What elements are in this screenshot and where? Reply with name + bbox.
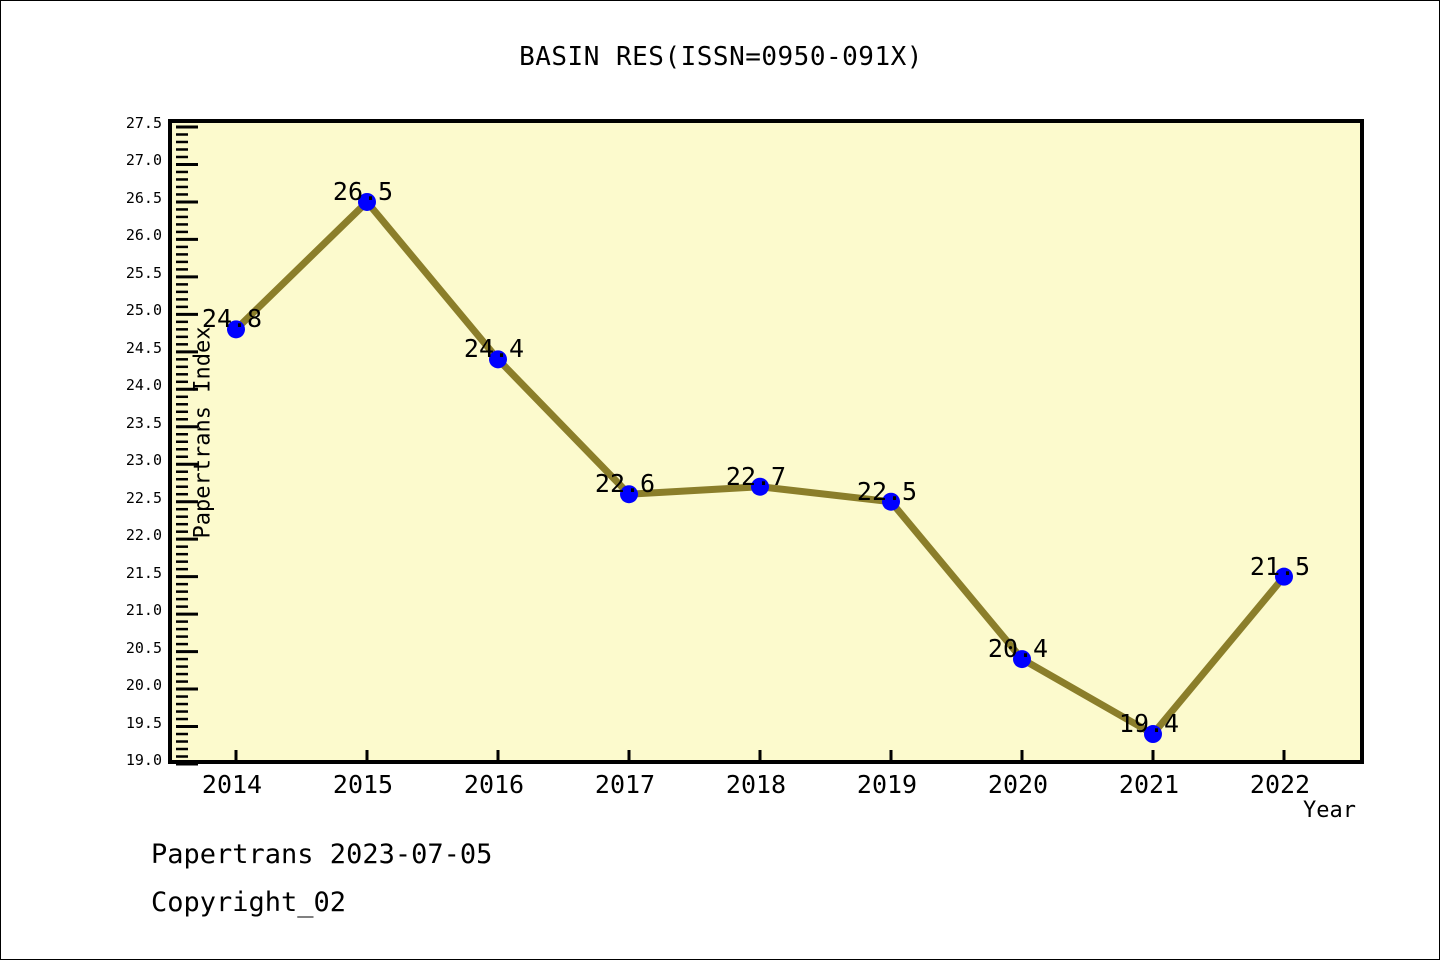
x-axis-label: Year (1303, 798, 1356, 823)
data-point-value-label: 20.4 (987, 634, 1049, 664)
y-axis-tick-label: 22.0 (125, 526, 162, 545)
data-point-marker[interactable] (620, 485, 638, 504)
footer-copyright: Copyright_02 (151, 887, 347, 918)
y-axis-tick-label: 26.0 (125, 226, 162, 245)
y-axis-tick-label: 20.0 (125, 676, 162, 695)
x-axis-tick-label: 2019 (856, 770, 918, 799)
x-axis-tick-label: 2020 (987, 770, 1049, 799)
y-axis-tick-label: 21.5 (125, 563, 162, 582)
data-point-value-label: 24.8 (201, 304, 263, 334)
data-point-marker[interactable] (1013, 650, 1031, 669)
data-point-marker[interactable] (489, 350, 507, 369)
line-chart-svg (176, 125, 1293, 766)
y-axis-ticks (176, 125, 198, 766)
x-axis-ticks (234, 750, 1286, 764)
footer-date: Papertrans 2023-07-05 (151, 839, 493, 870)
y-axis-tick-label: 23.0 (125, 451, 162, 470)
y-axis-tick-labels: 19.0 19.5 20.0 20.5 21.0 21.5 22.0 22.5 23.0 23.5… (118, 114, 162, 769)
data-point-value-label: 22.7 (725, 461, 787, 491)
data-point-marker[interactable] (751, 477, 769, 496)
plot-area: Papertrans Index (168, 119, 1364, 766)
y-axis-tick-label: 24.0 (125, 376, 162, 395)
y-axis-tick-label: 25.0 (125, 301, 162, 320)
y-axis-tick-label: 20.5 (125, 638, 162, 657)
x-axis-tick-label: 2015 (332, 770, 394, 799)
x-axis-tick-label: 2021 (1118, 770, 1180, 799)
data-point-value-label: 22.6 (594, 469, 656, 499)
y-axis-label: Papertrans Index (190, 326, 216, 539)
y-axis-tick-label: 23.5 (125, 413, 162, 432)
data-point-value-label: 26.5 (332, 176, 394, 206)
data-point-marker[interactable] (882, 492, 900, 511)
y-axis-tick-label: 27.5 (125, 114, 162, 132)
data-point-marker[interactable] (358, 192, 376, 211)
y-axis-tick-label: 25.5 (125, 263, 162, 282)
y-axis-tick-label: 27.0 (125, 151, 162, 170)
y-axis-tick-label: 19.0 (125, 751, 162, 769)
data-point-value-label: 24.4 (463, 334, 525, 364)
y-axis-tick-label: 21.0 (125, 601, 162, 620)
y-axis-tick-label: 24.5 (125, 338, 162, 357)
y-axis-tick-label: 26.5 (125, 188, 162, 207)
y-axis-tick-label: 19.5 (125, 713, 162, 732)
data-point-value-label: 19.4 (1118, 709, 1180, 739)
x-axis-tick-label: 2014 (201, 770, 263, 799)
chart-title: BASIN RES(ISSN=0950-091X) (519, 42, 923, 72)
y-axis-tick-label: 22.5 (125, 488, 162, 507)
x-axis-tick-label: 2018 (725, 770, 787, 799)
x-axis-tick-label: 2022 (1249, 770, 1311, 799)
x-axis-tick-label: 2017 (594, 770, 656, 799)
data-point-value-label: 21.5 (1249, 551, 1311, 581)
data-point-marker[interactable] (1144, 725, 1162, 744)
data-point-marker[interactable] (1275, 567, 1293, 586)
x-axis-tick-label: 2016 (463, 770, 525, 799)
data-point-value-label: 22.5 (856, 476, 918, 506)
data-point-marker[interactable] (227, 320, 245, 339)
